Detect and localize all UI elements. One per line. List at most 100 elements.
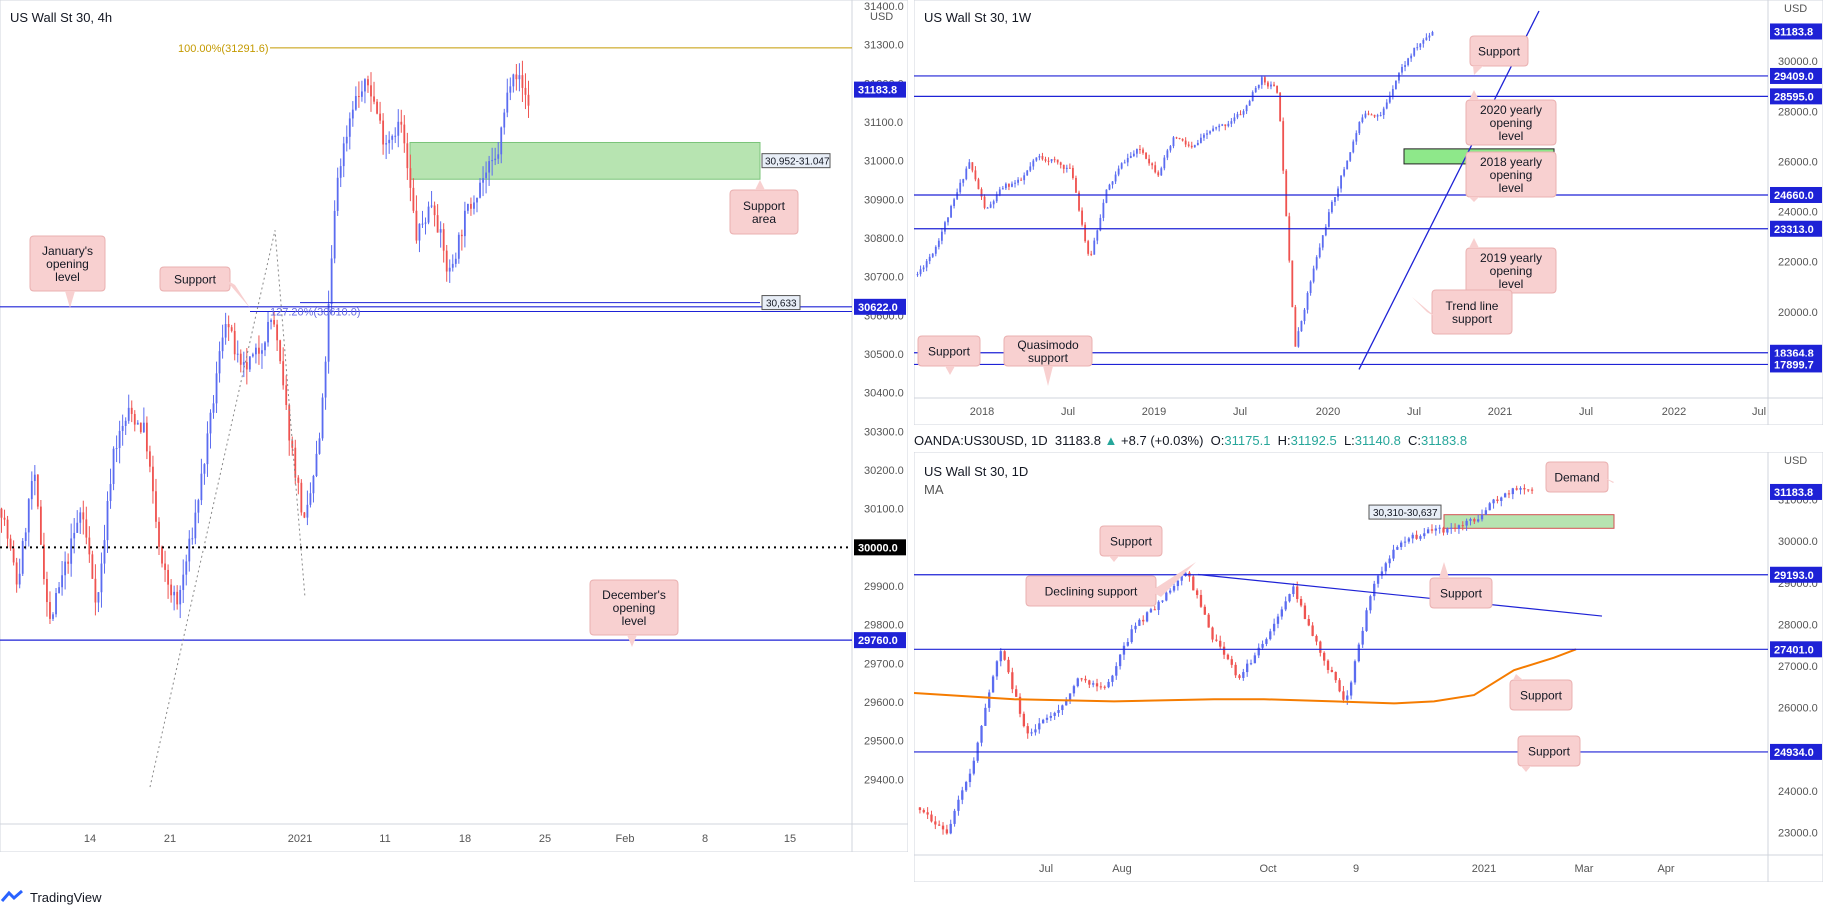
d1-candle: [1280, 609, 1283, 617]
d1-candle: [1088, 680, 1091, 685]
w1-candle: [1242, 111, 1245, 115]
h4-chart-svg[interactable]: 31400.031300.031200.031100.031000.030900…: [0, 0, 908, 852]
h4-chart-panel[interactable]: 31400.031300.031200.031100.031000.030900…: [0, 0, 908, 852]
h4-candle: [285, 385, 288, 406]
w1-callout-trend-text: support: [1452, 312, 1493, 326]
h4-chart-title: US Wall St 30, 4h: [10, 10, 113, 25]
w1-ytick: 28000.0: [1778, 106, 1818, 118]
w1-level-tag-text: 29409.0: [1774, 71, 1814, 83]
w1-candle: [1139, 149, 1141, 151]
w1-level-tag-text: 28595.0: [1774, 91, 1814, 103]
h4-candle: [306, 504, 309, 518]
d1-candle: [1265, 639, 1268, 644]
w1-candle: [1029, 166, 1032, 171]
w1-level-tag: [1770, 220, 1822, 237]
h4-candle: [197, 500, 200, 513]
w1-callout-2020-text: 2020 yearly: [1480, 103, 1542, 117]
w1-candle: [1050, 159, 1053, 162]
d1-chart-panel[interactable]: 31000.0 30000.0 29000.0 28000.0 27000.0 26000…: [914, 452, 1823, 882]
w1-candle: [950, 206, 952, 218]
w1-callout-support2[interactable]: Support: [917, 335, 981, 375]
open-value: 31175.1: [1224, 433, 1271, 448]
w1-candle: [1145, 152, 1147, 159]
h4-ytick: 30900.0: [864, 194, 904, 206]
d1-candle: [1099, 686, 1103, 688]
d1-callout-support[interactable]: Support: [1099, 525, 1163, 562]
w1-chart-panel[interactable]: 30000.0 28000.0 26000.0 24000.0 22000.0 20000…: [914, 0, 1823, 425]
h4-zone-label-box: [761, 153, 831, 169]
d1-chart-svg[interactable]: 31000.030000.029000.028000.027000.026000…: [914, 452, 1823, 882]
d1-callout-support2[interactable]: Support: [1429, 562, 1493, 609]
open-label: O:: [1210, 433, 1225, 448]
w1-candle: [1172, 137, 1175, 147]
w1-xtick: Jul: [1752, 406, 1766, 418]
d1-candle: [1130, 629, 1133, 643]
d1-candle: [1430, 529, 1434, 531]
d1-candle: [1288, 594, 1291, 602]
d1-callout-declining[interactable]: Declining support: [1025, 562, 1196, 607]
w1-candle: [1352, 141, 1355, 153]
w1-xtick: Jul: [1061, 406, 1075, 418]
h4-candle: [149, 451, 151, 467]
h4-candle: [318, 438, 321, 454]
w1-candle: [1410, 55, 1413, 59]
h4-candle: [312, 475, 315, 494]
d1-candle: [1434, 528, 1437, 531]
h4-candle: [112, 448, 115, 485]
h4-candle: [136, 422, 139, 425]
d1-candle: [1238, 675, 1241, 678]
w1-candle: [1151, 163, 1154, 166]
w1-callout-qm-text: Quasimodo: [1017, 338, 1079, 352]
d1-candle: [1115, 666, 1118, 676]
d1-candle: [1492, 499, 1495, 504]
d1-candle: [1153, 609, 1156, 611]
d1-callout-demand[interactable]: Demand: [1545, 461, 1614, 493]
h4-callout-support-text: Support: [174, 273, 217, 287]
d1-currency: USD: [1784, 455, 1807, 467]
d1-candle: [1361, 630, 1364, 645]
h4-candle: [179, 589, 182, 605]
h4-ytick: 29800.0: [864, 620, 904, 632]
d1-candle: [1346, 695, 1349, 700]
d1-candle: [1199, 594, 1203, 607]
d1-candle: [1507, 493, 1511, 495]
h4-callout-support[interactable]: Support: [159, 266, 250, 308]
w1-candle: [1291, 260, 1294, 308]
w1-candle: [1026, 170, 1029, 176]
h4-candle: [357, 96, 360, 98]
tradingview-footer[interactable]: TradingView: [0, 886, 102, 908]
h4-ytick: 30700.0: [864, 272, 904, 284]
h4-candle: [103, 540, 106, 564]
w1-candle: [1160, 168, 1163, 176]
d1-zone-label: 30,310-30,637: [1373, 508, 1438, 519]
h4-candle: [460, 234, 463, 237]
w1-candle: [1300, 321, 1303, 332]
d1-callout-support3[interactable]: Support: [1509, 674, 1573, 711]
w1-candle: [1075, 177, 1077, 193]
w1-candle: [1132, 153, 1135, 156]
w1-callout-support[interactable]: Support: [1469, 35, 1529, 75]
w1-candle: [1327, 212, 1330, 227]
h4-candle: [230, 327, 233, 331]
h4-candle: [430, 205, 433, 207]
high-value: 31192.5: [1290, 433, 1337, 448]
d1-ytick: 24000.0: [1778, 786, 1818, 798]
h4-candle: [509, 86, 512, 93]
w1-candle: [1331, 201, 1333, 213]
h4-candle: [264, 342, 266, 351]
w1-candle: [1011, 183, 1013, 187]
h4-candle: [176, 591, 179, 605]
w1-ytick: 30000.0: [1778, 56, 1818, 68]
d1-candle: [1138, 619, 1141, 626]
d1-callout-support4[interactable]: Support: [1517, 735, 1581, 772]
d1-candle: [1396, 547, 1399, 550]
w1-chart-svg[interactable]: 30000.0 28000.0 26000.0 24000.0 22000.0 20000…: [914, 0, 1823, 425]
